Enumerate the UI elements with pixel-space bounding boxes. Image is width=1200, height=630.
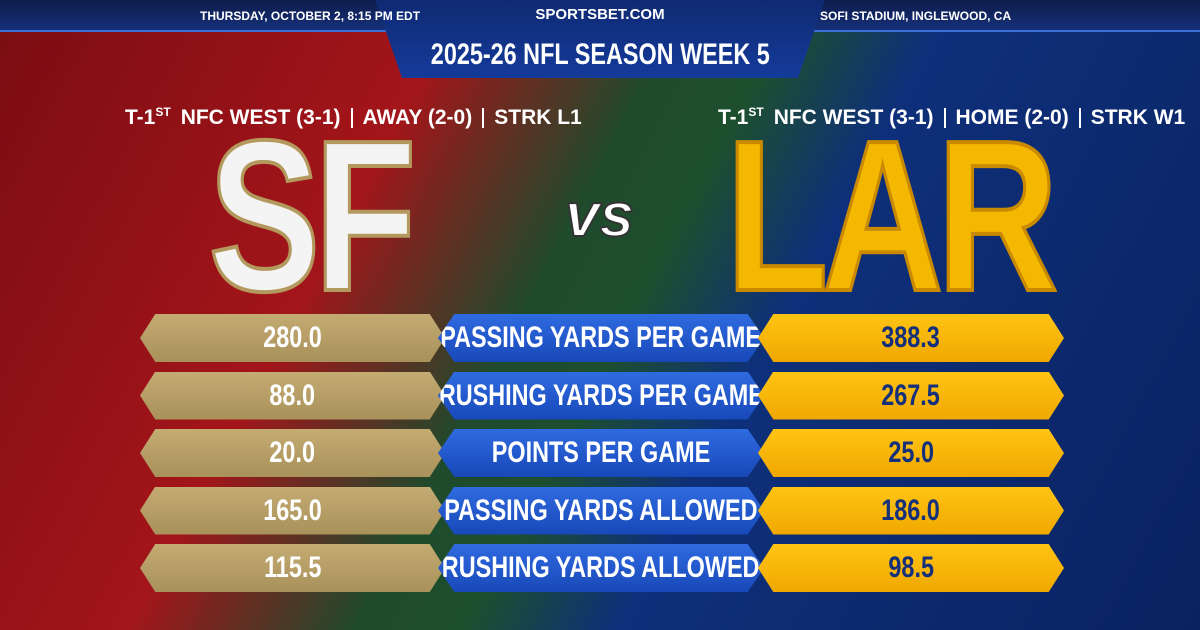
rank-text: T-1 <box>125 106 156 129</box>
home-value: 267.5 <box>881 378 941 412</box>
away-value: 280.0 <box>263 321 322 354</box>
rank-suffix: ST <box>155 105 171 119</box>
record-item: AWAY (2-0) <box>362 105 473 129</box>
venue: SOFI STADIUM, INGLEWOOD, CA <box>820 9 1012 23</box>
versus: vs <box>564 180 635 251</box>
label-text: POINTS PER GAME <box>491 436 711 469</box>
away-record: T-1ST NFC WEST (3-1) AWAY (2-0) STRK L1 <box>125 105 582 130</box>
stat-label: PASSING YARDS PER GAME <box>438 314 764 362</box>
rank-text: T-1 <box>718 106 749 129</box>
stat-label: RUSHING YARDS ALLOWED <box>438 544 764 592</box>
away-team: SF <box>180 95 439 336</box>
home-value: 25.0 <box>888 436 934 469</box>
label-text: RUSHING YARDS PER GAME <box>438 378 764 412</box>
separator <box>482 107 485 128</box>
away-value: 88.0 <box>269 378 316 412</box>
rank: T-1ST <box>718 105 764 130</box>
separator <box>943 107 946 128</box>
record-item: NFC WEST (3-1) <box>773 105 934 129</box>
home-team: LAR <box>680 95 1098 336</box>
home-value: 186.0 <box>881 493 941 527</box>
stat-label: POINTS PER GAME <box>438 429 764 477</box>
home-stat: 25.0 <box>758 429 1064 477</box>
separator <box>1078 107 1081 128</box>
away-stat: 280.0 <box>140 314 445 362</box>
title: 2025-26 NFL SEASON WEEK 5 <box>0 38 1200 72</box>
home-stat: 267.5 <box>758 371 1064 420</box>
label-text: RUSHING YARDS ALLOWED <box>442 551 760 584</box>
date: THURSDAY, OCTOBER 2, 8:15 PM EDT <box>200 9 421 23</box>
rank: T-1ST <box>125 105 171 130</box>
home-value: 388.3 <box>881 321 941 354</box>
away-value: 115.5 <box>263 551 322 584</box>
away-stat: 20.0 <box>140 429 445 477</box>
away-team-text: SF <box>207 95 418 336</box>
away-stat: 115.5 <box>140 544 445 592</box>
label-text: PASSING YARDS ALLOWED <box>444 493 758 527</box>
away-value: 165.0 <box>263 493 322 527</box>
home-team-text: LAR <box>724 95 1059 336</box>
home-value: 98.5 <box>888 551 934 584</box>
home-record: T-1ST NFC WEST (3-1) HOME (2-0) STRK W1 <box>718 105 1185 130</box>
record-item: NFC WEST (3-1) <box>180 105 341 129</box>
stat-label: RUSHING YARDS PER GAME <box>438 371 764 420</box>
brand: SPORTSBET.COM <box>535 6 665 23</box>
stat-label: PASSING YARDS ALLOWED <box>438 486 764 535</box>
rank-suffix: ST <box>748 105 764 119</box>
home-stat: 98.5 <box>758 544 1064 592</box>
away-stat: 88.0 <box>140 371 445 420</box>
away-value: 20.0 <box>269 436 316 469</box>
away-stat: 165.0 <box>140 486 445 535</box>
label-text: PASSING YARDS PER GAME <box>440 321 762 354</box>
record-item: STRK W1 <box>1090 105 1186 129</box>
title-tab <box>375 0 825 78</box>
record-item: STRK L1 <box>494 105 582 129</box>
title-text: 2025-26 NFL SEASON WEEK 5 <box>430 38 770 71</box>
separator <box>350 107 353 128</box>
home-stat: 388.3 <box>758 314 1064 362</box>
home-stat: 186.0 <box>758 486 1064 535</box>
record-item: HOME (2-0) <box>955 105 1069 129</box>
